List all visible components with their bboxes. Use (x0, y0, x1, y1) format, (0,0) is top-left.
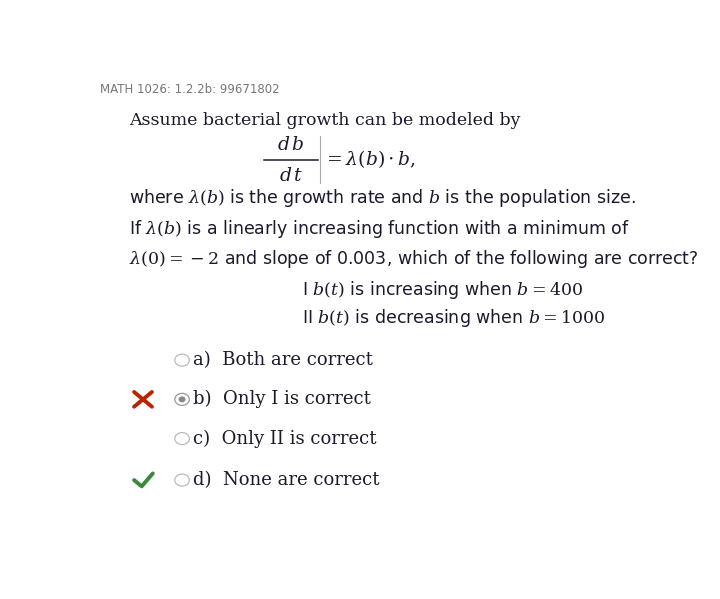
Text: where $\lambda(b)$ is the growth rate and $b$ is the population size.: where $\lambda(b)$ is the growth rate an… (129, 187, 636, 209)
Text: $d\,b$: $d\,b$ (277, 135, 305, 154)
Text: Assume bacterial growth can be modeled by: Assume bacterial growth can be modeled b… (129, 112, 521, 129)
Text: b)  Only I is correct: b) Only I is correct (193, 390, 371, 409)
Text: d)  None are correct: d) None are correct (193, 471, 379, 489)
Text: c)  Only II is correct: c) Only II is correct (193, 429, 377, 447)
Text: MATH 1026: 1.2.2b: 99671802: MATH 1026: 1.2.2b: 99671802 (100, 83, 279, 96)
Text: If $\lambda(b)$ is a linearly increasing function with a minimum of: If $\lambda(b)$ is a linearly increasing… (129, 217, 630, 240)
Text: $= \lambda(b) \cdot b,$: $= \lambda(b) \cdot b,$ (323, 149, 416, 171)
Text: $d\,t$: $d\,t$ (279, 166, 303, 185)
Text: II $b(t)$ is decreasing when $b = 1000$: II $b(t)$ is decreasing when $b = 1000$ (302, 307, 606, 329)
Circle shape (179, 397, 185, 402)
Text: $\lambda(0) = -2$ and slope of 0.003, which of the following are correct?: $\lambda(0) = -2$ and slope of 0.003, wh… (129, 248, 698, 270)
Text: I $b(t)$ is increasing when $b = 400$: I $b(t)$ is increasing when $b = 400$ (302, 279, 583, 301)
Text: a)  Both are correct: a) Both are correct (193, 351, 373, 369)
